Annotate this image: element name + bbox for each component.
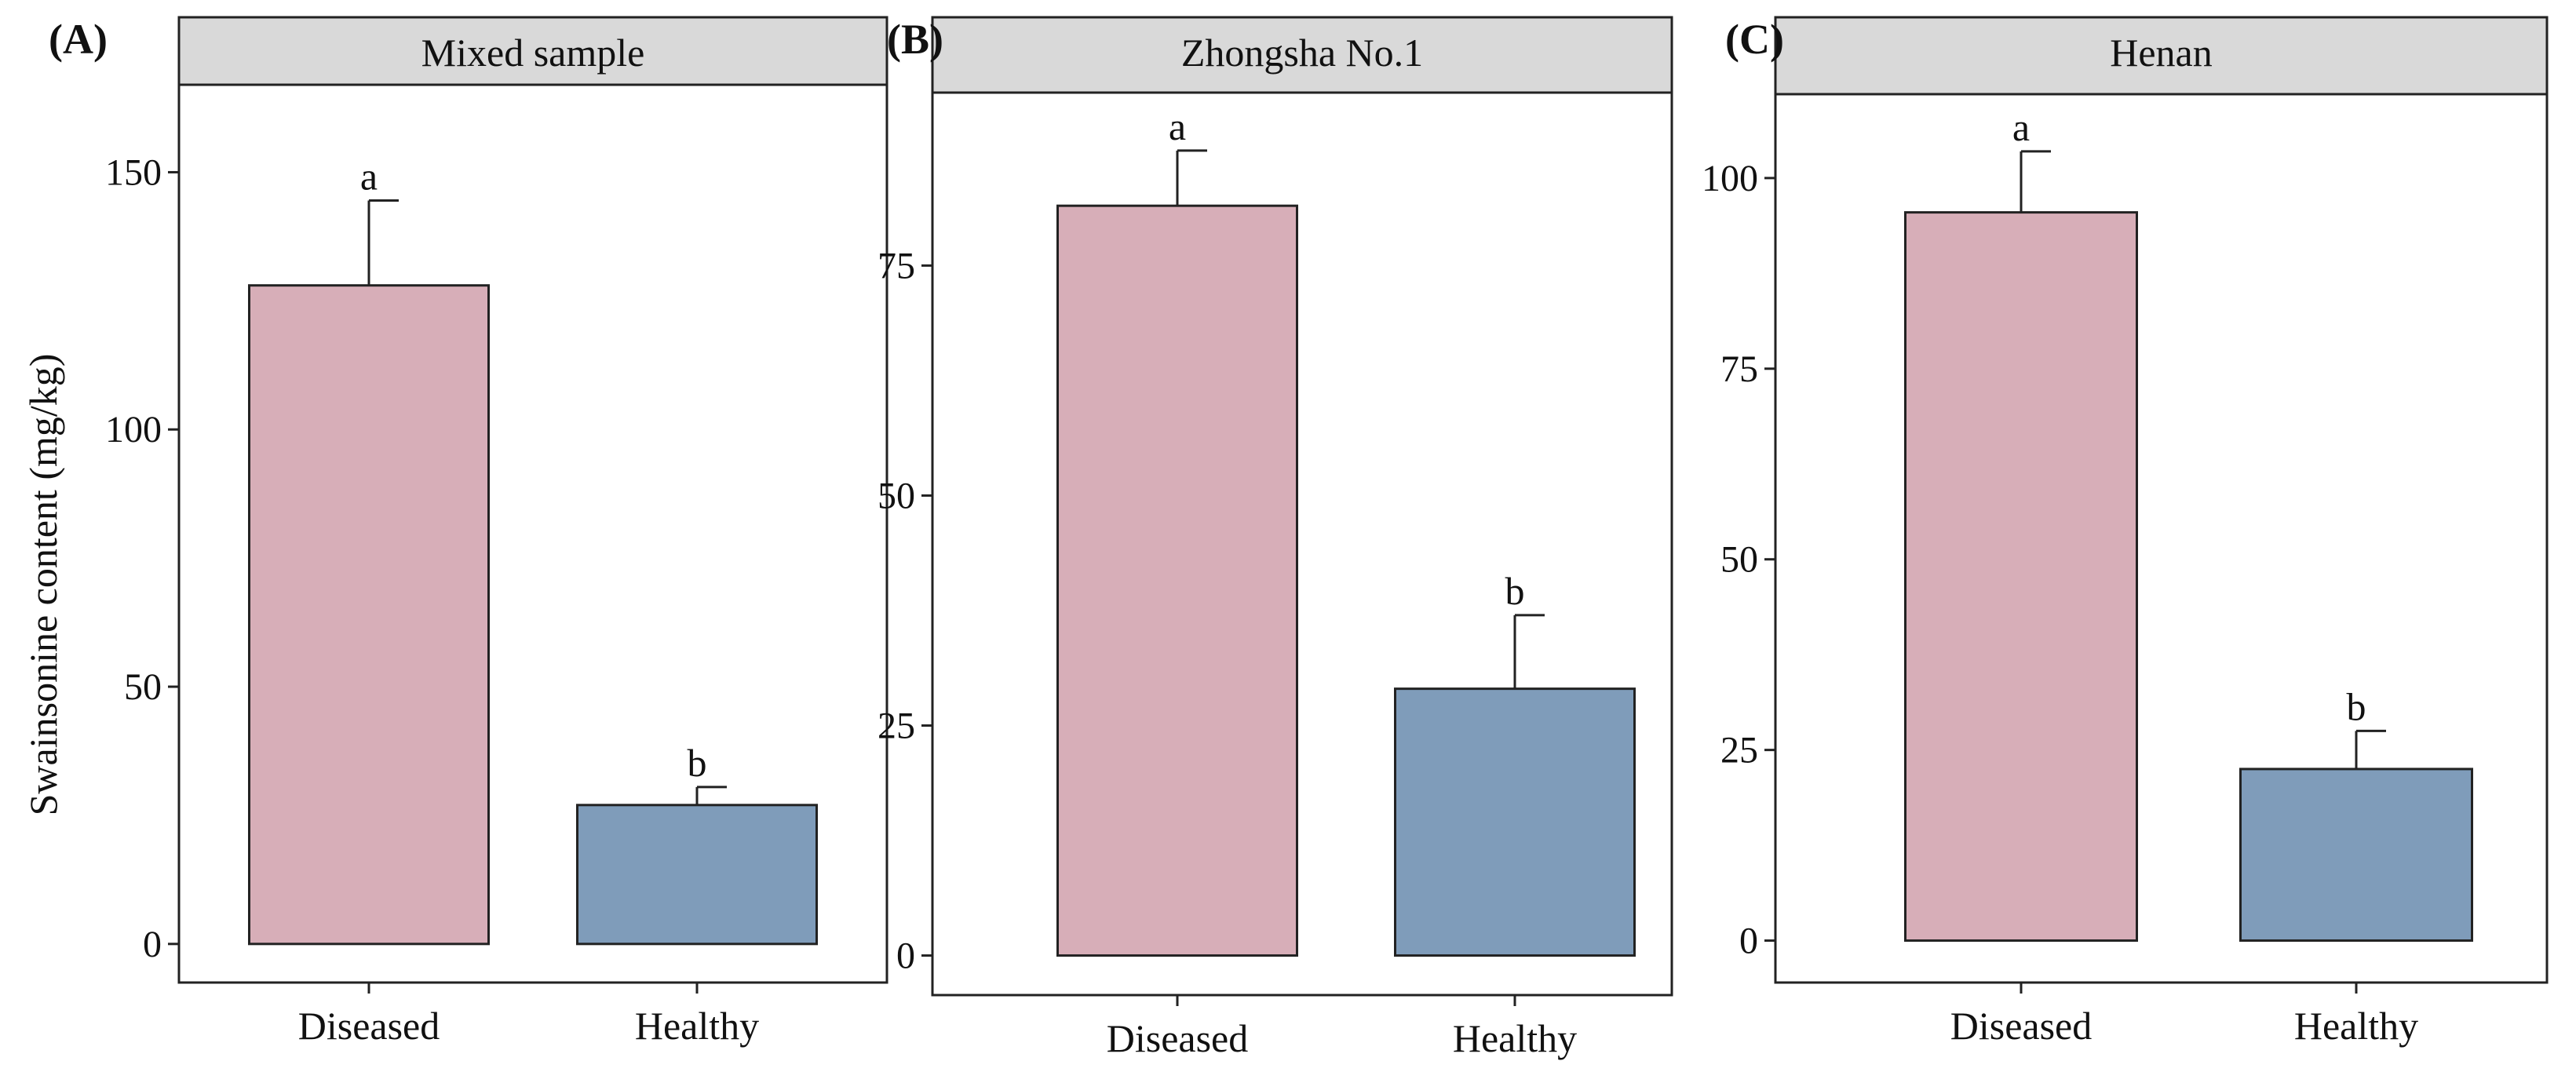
bar-healthy bbox=[2239, 768, 2473, 943]
chart-panel-1: Mixed sample (A) 0 50 100 150 a Diseased b Health… bbox=[49, 16, 888, 1048]
facet-strip bbox=[177, 16, 888, 86]
y-tick-label: 50 bbox=[1720, 539, 1758, 581]
facet-strip bbox=[931, 16, 1673, 94]
significance-letter: b bbox=[2347, 684, 2366, 728]
y-tick-label: 50 bbox=[878, 475, 915, 516]
x-tick-label: Healthy bbox=[635, 1004, 759, 1048]
chart-panel-2: Zhongsha No.1 (B) 0 25 50 75 a Diseased b Healthy bbox=[878, 16, 1673, 1060]
panel-label: (C) bbox=[1725, 16, 1784, 63]
y-tick-label: 50 bbox=[124, 666, 162, 708]
y-tick-label: 0 bbox=[143, 924, 162, 965]
y-axis-label: Swainsonine content (mg/kg) bbox=[21, 354, 65, 816]
x-tick-label: Diseased bbox=[298, 1004, 440, 1048]
plot-frame bbox=[931, 91, 1673, 997]
y-tick-label: 0 bbox=[1739, 921, 1758, 962]
chart-panel-3: Henan (C) 0 25 50 75 100 a Diseased b Healthy bbox=[1702, 16, 2549, 1048]
y-tick-label: 75 bbox=[1720, 348, 1758, 390]
significance-letter: b bbox=[1505, 569, 1525, 613]
y-tick-label: 25 bbox=[1720, 730, 1758, 771]
plot-frame bbox=[177, 83, 888, 984]
panel-label: (A) bbox=[49, 16, 108, 63]
y-tick-label: 150 bbox=[105, 151, 162, 193]
bar-healthy bbox=[576, 804, 818, 946]
bar-diseased bbox=[1056, 204, 1298, 957]
significance-letter: a bbox=[360, 155, 378, 199]
panel-title: Mixed sample bbox=[421, 31, 645, 75]
significance-letter: b bbox=[688, 741, 707, 785]
panel-label: (B) bbox=[887, 16, 943, 63]
panel-title: Henan bbox=[2110, 31, 2213, 75]
y-tick-label: 0 bbox=[896, 935, 915, 977]
x-tick-label: Diseased bbox=[1950, 1004, 2093, 1048]
x-tick-label: Healthy bbox=[1453, 1016, 1577, 1060]
bar-diseased bbox=[248, 284, 490, 946]
y-tick-label: 100 bbox=[105, 409, 162, 450]
significance-letter: a bbox=[2012, 105, 2030, 149]
x-tick-label: Diseased bbox=[1107, 1016, 1249, 1060]
bar-diseased bbox=[1904, 211, 2138, 943]
facet-strip bbox=[1774, 16, 2549, 96]
x-tick-label: Healthy bbox=[2294, 1004, 2418, 1048]
bar-healthy bbox=[1394, 687, 1636, 957]
y-tick-label: 75 bbox=[878, 245, 915, 286]
y-tick-label: 25 bbox=[878, 706, 915, 747]
y-tick-label: 100 bbox=[1702, 158, 1758, 199]
panel-title: Zhongsha No.1 bbox=[1181, 31, 1423, 75]
plot-frame bbox=[1774, 93, 2549, 984]
significance-letter: a bbox=[1169, 104, 1186, 148]
